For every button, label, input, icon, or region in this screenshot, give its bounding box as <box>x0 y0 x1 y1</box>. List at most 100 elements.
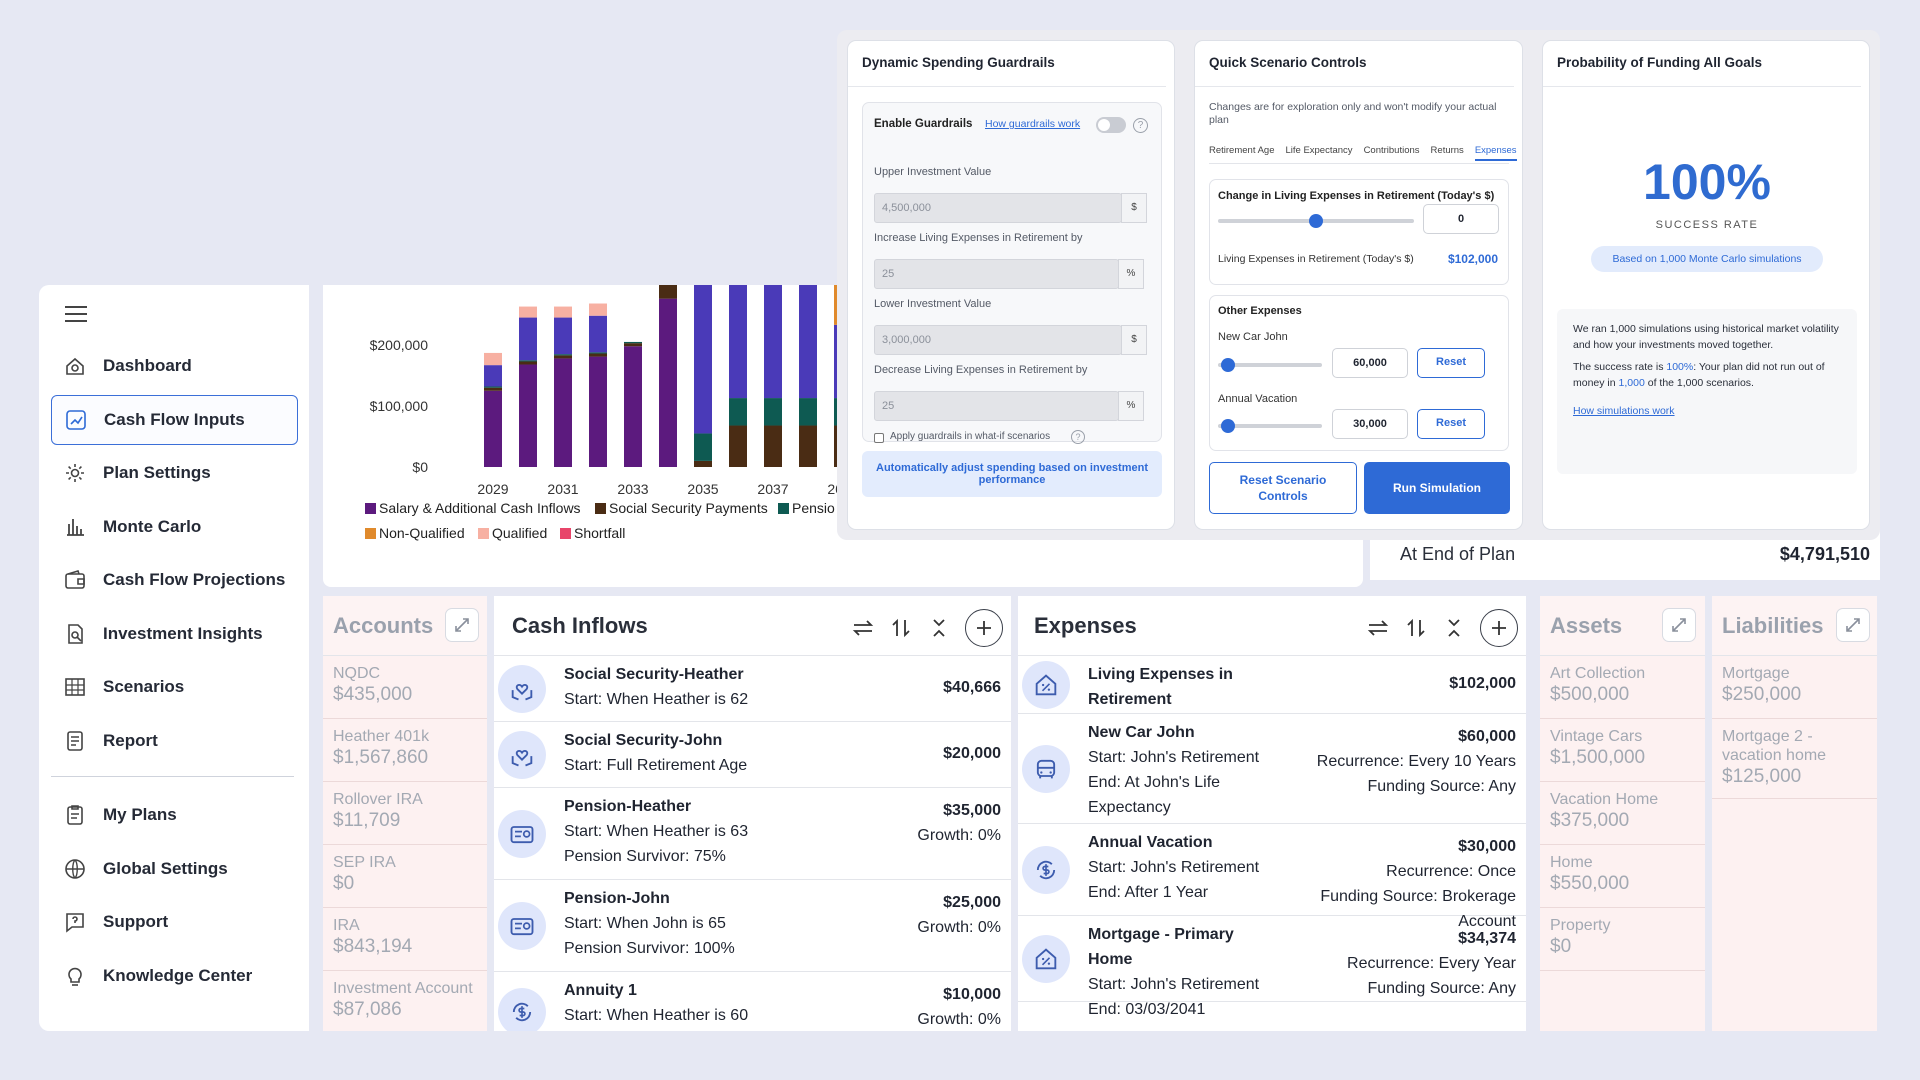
asset-row[interactable]: Vacation Home $375,000 <box>1540 782 1705 845</box>
lower-investment-input[interactable]: 3,000,000 <box>874 325 1122 355</box>
upper-investment-input[interactable]: 4,500,000 <box>874 193 1122 223</box>
bar-segment <box>484 365 502 387</box>
new-car-input[interactable]: 60,000 <box>1332 348 1408 378</box>
asset-value: $1,500,000 <box>1550 747 1646 768</box>
run-simulation-button[interactable]: Run Simulation <box>1364 462 1510 514</box>
expense-meta: Funding Source: Any <box>1367 980 1516 997</box>
collapse-icon[interactable] <box>927 616 951 640</box>
sidebar-item-my-plans[interactable]: My Plans <box>51 790 298 840</box>
swap-icon[interactable] <box>1366 616 1390 640</box>
sidebar-item-monte-carlo[interactable]: Monte Carlo <box>51 502 298 552</box>
expand-icon[interactable] <box>1836 608 1870 642</box>
tab-returns[interactable]: Returns <box>1430 145 1464 156</box>
sidebar-item-plan-settings[interactable]: Plan Settings <box>51 448 298 498</box>
expense-row[interactable]: Living Expenses in Retirement $102,000 <box>1018 656 1526 714</box>
increase-expenses-input[interactable]: 25 <box>874 259 1119 289</box>
account-row[interactable]: Investment Account $87,086 <box>323 971 487 1031</box>
slider-knob[interactable] <box>1309 214 1323 228</box>
swap-icon[interactable] <box>851 616 875 640</box>
slider-knob[interactable] <box>1221 419 1236 433</box>
simulations-pill: Based on 1,000 Monte Carlo simulations <box>1591 246 1823 272</box>
legend-swatch <box>778 503 789 514</box>
cash-inflow-detail: Start: When John is 65 <box>564 915 726 932</box>
sidebar-item-label: Investment Insights <box>103 623 263 643</box>
sidebar-item-report[interactable]: Report <box>51 716 298 766</box>
help-icon[interactable]: ? <box>1071 430 1085 444</box>
account-value: $11,709 <box>333 810 401 831</box>
cash-inflow-row[interactable]: Pension-Heather Start: When Heather is 63… <box>494 788 1011 880</box>
reset-new-car-button[interactable]: Reset <box>1417 348 1485 378</box>
add-expense-button[interactable] <box>1480 609 1518 647</box>
expense-row[interactable]: New Car John Start: John's Retirement End:… <box>1018 714 1526 824</box>
apply-guardrails-checkbox[interactable] <box>874 433 884 443</box>
how-simulations-work-link[interactable]: How simulations work <box>1573 405 1675 417</box>
cash-inflow-amount: $20,000 <box>943 744 1001 762</box>
hamburger-menu-icon[interactable] <box>65 305 89 323</box>
tab-contributions[interactable]: Contributions <box>1363 145 1420 156</box>
liability-row[interactable]: Mortgage $250,000 <box>1712 656 1877 719</box>
liabilities-title: Liabilities <box>1722 612 1824 638</box>
slider-knob[interactable] <box>1221 358 1236 372</box>
sidebar-item-investment-insights[interactable]: Investment Insights <box>51 609 298 659</box>
asset-row[interactable]: Art Collection $500,000 <box>1540 656 1705 719</box>
sidebar-item-dashboard[interactable]: Dashboard <box>51 341 298 391</box>
sidebar-item-cash-flow-projections[interactable]: Cash Flow Projections <box>51 555 298 605</box>
asset-row[interactable]: Vintage Cars $1,500,000 <box>1540 719 1705 782</box>
sidebar-item-support[interactable]: Support <box>51 897 298 947</box>
how-guardrails-work-link[interactable]: How guardrails work <box>985 118 1081 130</box>
tab-expenses[interactable]: Expenses <box>1474 145 1517 161</box>
tab-retirement-age[interactable]: Retirement Age <box>1209 145 1275 156</box>
liability-value: $125,000 <box>1722 766 1802 787</box>
account-row[interactable]: SEP IRA $0 <box>323 845 487 908</box>
account-value: $435,000 <box>333 684 413 705</box>
sidebar-item-global-settings[interactable]: Global Settings <box>51 844 298 894</box>
sidebar: Dashboard Cash Flow Inputs Plan Settings Mo… <box>39 285 309 1031</box>
sort-icon[interactable] <box>889 616 913 640</box>
tab-life-expectancy[interactable]: Life Expectancy <box>1285 145 1353 156</box>
cash-inflow-row[interactable]: Social Security-John Start: Full Retireme… <box>494 722 1011 788</box>
account-row[interactable]: NQDC $435,000 <box>323 656 487 719</box>
guardrails-toggle[interactable] <box>1096 117 1126 133</box>
expense-meta: Funding Source: Brokerage Account <box>1320 888 1516 930</box>
asset-row[interactable]: Property $0 <box>1540 908 1705 971</box>
legend-swatch <box>560 528 571 539</box>
sort-icon[interactable] <box>1404 616 1428 640</box>
account-name: SEP IRA <box>333 854 396 871</box>
account-row[interactable]: IRA $843,194 <box>323 908 487 971</box>
sidebar-item-cash-flow-inputs[interactable]: Cash Flow Inputs <box>51 394 298 445</box>
bar-segment <box>729 285 747 399</box>
liability-row[interactable]: Mortgage 2 - vacation home $125,000 <box>1712 719 1877 799</box>
vacation-slider[interactable] <box>1218 419 1322 433</box>
expense-row[interactable]: Mortgage - Primary Home Start: John's Ret… <box>1018 916 1526 1018</box>
bar-segment <box>694 285 712 434</box>
new-car-slider[interactable] <box>1218 358 1322 372</box>
account-row[interactable]: Rollover IRA $11,709 <box>323 782 487 845</box>
help-icon[interactable]: ? <box>1133 118 1148 133</box>
guardrails-card: Dynamic Spending Guardrails Enable Guard… <box>847 40 1175 530</box>
account-row[interactable]: Heather 401k $1,567,860 <box>323 719 487 782</box>
cash-inflow-row[interactable]: Pension-John Start: When John is 65 Pensio… <box>494 880 1011 972</box>
reset-vacation-button[interactable]: Reset <box>1417 409 1485 439</box>
expand-icon[interactable] <box>445 608 479 642</box>
sidebar-item-scenarios[interactable]: Scenarios <box>51 662 298 712</box>
apply-guardrails-label: Apply guardrails in what-if scenarios <box>890 431 1051 442</box>
vacation-input[interactable]: 30,000 <box>1332 409 1408 439</box>
asset-row[interactable]: Home $550,000 <box>1540 845 1705 908</box>
reset-scenario-controls-button[interactable]: Reset Scenario Controls <box>1209 462 1357 514</box>
add-cash-inflow-button[interactable] <box>965 609 1003 647</box>
expense-detail: End: At John's Life Expectancy <box>1088 774 1221 816</box>
expense-amount: $102,000 <box>1449 674 1516 692</box>
expense-row[interactable]: Annual Vacation Start: John's Retirement E… <box>1018 824 1526 930</box>
collapse-icon[interactable] <box>1442 616 1466 640</box>
living-expenses-value: $102,000 <box>1447 252 1498 266</box>
sidebar-item-knowledge-center[interactable]: Knowledge Center <box>51 951 298 1001</box>
new-car-label: New Car John <box>1218 331 1288 343</box>
change-expenses-slider[interactable] <box>1218 214 1414 228</box>
expand-icon[interactable] <box>1662 608 1696 642</box>
decrease-expenses-input[interactable]: 25 <box>874 391 1119 421</box>
expense-detail: Start: John's Retirement <box>1088 976 1260 993</box>
hands-heart-icon <box>498 731 546 779</box>
cash-inflow-row[interactable]: Annuity 1 Start: When Heather is 60 End: A… <box>494 972 1011 1031</box>
cash-inflow-row[interactable]: Social Security-Heather Start: When Heath… <box>494 656 1011 722</box>
change-expenses-input[interactable]: 0 <box>1423 204 1499 234</box>
